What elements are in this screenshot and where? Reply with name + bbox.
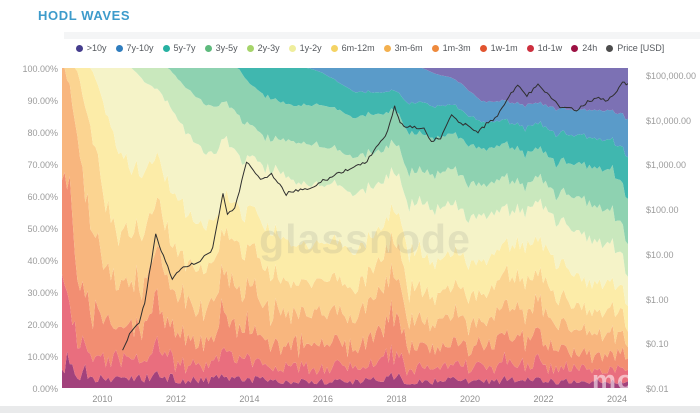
y-left-tick-label: 0.00% (32, 384, 58, 394)
hodl-waves-canvas (62, 68, 628, 388)
legend-label: 1y-2y (299, 43, 322, 53)
legend-item-3y-5y[interactable]: 3y-5y (204, 43, 238, 53)
legend-item-5y-7y[interactable]: 5y-7y (162, 43, 196, 53)
legend-label: >10y (86, 43, 107, 53)
y-right-tick-label: $1.00 (646, 294, 669, 305)
legend-swatch-icon (246, 44, 254, 52)
legend-label: 2y-3y (257, 43, 280, 53)
legend-swatch-icon (479, 44, 487, 52)
y-left-tick-label: 90.00% (27, 96, 58, 106)
legend-swatch-icon (431, 44, 439, 52)
legend-label: 6m-12m (341, 43, 375, 53)
legend-item-3m-6m[interactable]: 3m-6m (383, 43, 423, 53)
y-right-tick-label: $10.00 (646, 249, 674, 260)
y-right-tick-label: $0.10 (646, 339, 669, 350)
y-left-tick-label: 40.00% (27, 256, 58, 266)
legend-item-7y-10y[interactable]: 7y-10y (115, 43, 154, 53)
band-6m-12m (62, 68, 628, 332)
band-1m-3m (62, 68, 628, 364)
legend-item--10y[interactable]: >10y (75, 43, 107, 53)
band-1d-1w (62, 274, 628, 385)
legend-item-2y-3y[interactable]: 2y-3y (246, 43, 280, 53)
x-tick-label: 2020 (459, 394, 480, 404)
x-tick-label: 2022 (533, 394, 554, 404)
glassnode-watermark: glassnode (259, 216, 471, 262)
legend-item-1y-2y[interactable]: 1y-2y (288, 43, 322, 53)
legend-swatch-icon (526, 44, 534, 52)
y-right-tick-label: $100,000.00 (646, 71, 697, 81)
price-usd-line (122, 81, 628, 351)
legend-label: Price [USD] (617, 43, 665, 53)
legend-label: 7y-10y (126, 43, 154, 53)
legend-swatch-icon (115, 44, 123, 52)
band-24h (62, 351, 628, 388)
legend-swatch-icon (162, 44, 170, 52)
legend-label: 3y-5y (215, 43, 238, 53)
corner-watermark: mo (592, 365, 628, 388)
band-3m-6m (62, 68, 628, 348)
legend-label: 1m-3m (442, 43, 471, 53)
y-left-tick-label: 70.00% (27, 160, 58, 170)
toolbar-strip (64, 32, 700, 39)
y-left-tick-label: 100.00% (22, 64, 58, 74)
legend-label: 24h (582, 43, 598, 53)
legend-swatch-icon (75, 44, 83, 52)
chart-legend: >10y 7y-10y 5y-7y 3y-5y 2y-3y 1y-2y 6m-12m 3m-6… (40, 41, 700, 55)
band-1w-1m (62, 172, 628, 376)
y-right-tick-label: $100.00 (646, 205, 679, 216)
legend-swatch-icon (204, 44, 212, 52)
legend-swatch-icon (288, 44, 296, 52)
legend-swatch-icon (571, 44, 579, 52)
page-title: HODL WAVES (38, 8, 131, 23)
y-left-tick-label: 20.00% (27, 320, 58, 330)
y-left-tick-label: 50.00% (27, 224, 58, 234)
legend-item-24h[interactable]: 24h (571, 43, 597, 53)
y-right-tick-label: $1,000.00 (646, 160, 687, 171)
legend-label: 1w-1m (490, 43, 518, 53)
band-5y-7y (62, 68, 628, 199)
x-tick-label: 2012 (165, 394, 186, 404)
band-7y-10y (62, 68, 628, 158)
x-tick-label: 2018 (386, 394, 407, 404)
band--10y (62, 68, 628, 120)
legend-item-price-usd-[interactable]: Price [USD] (606, 43, 664, 53)
legend-label: 3m-6m (394, 43, 423, 53)
x-tick-label: 2016 (312, 394, 333, 404)
band-3y-5y (62, 68, 628, 245)
y-left-tick-label: 60.00% (27, 192, 58, 202)
legend-swatch-icon (330, 44, 338, 52)
y-left-tick-label: 80.00% (27, 128, 58, 138)
band-2y-3y (62, 68, 628, 277)
legend-item-1m-3m[interactable]: 1m-3m (431, 43, 471, 53)
legend-item-1w-1m[interactable]: 1w-1m (479, 43, 518, 53)
legend-item-6m-12m[interactable]: 6m-12m (330, 43, 375, 53)
y-left-tick-label: 10.00% (27, 352, 58, 362)
legend-swatch-icon (383, 44, 391, 52)
hodl-waves-plot[interactable]: mo (62, 68, 628, 388)
page-footer-strip (0, 406, 700, 413)
legend-label: 1d-1w (537, 43, 563, 53)
legend-swatch-icon (606, 44, 614, 52)
y-right-tick-label: $10,000.00 (646, 115, 692, 126)
y-left-tick-label: 30.00% (27, 288, 58, 298)
x-tick-label: 2014 (239, 394, 260, 404)
y-right-tick-label: $0.01 (646, 384, 669, 394)
legend-label: 5y-7y (173, 43, 196, 53)
x-tick-label: 2010 (92, 394, 113, 404)
band-1y-2y (62, 68, 628, 306)
legend-item-1d-1w[interactable]: 1d-1w (526, 43, 563, 53)
x-tick-label: 2024 (606, 394, 627, 404)
